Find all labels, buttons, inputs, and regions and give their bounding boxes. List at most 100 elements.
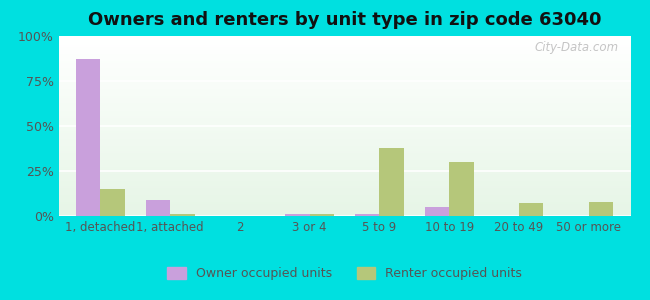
Bar [58, 65, 630, 66]
Bar [58, 60, 630, 61]
Bar [58, 122, 630, 123]
Bar [355, 214, 380, 216]
Bar [58, 56, 630, 57]
Bar [58, 128, 630, 129]
Bar [58, 192, 630, 193]
Bar [58, 149, 630, 150]
Bar [58, 87, 630, 88]
Bar [58, 164, 630, 165]
Bar [58, 39, 630, 40]
Bar [58, 162, 630, 163]
Bar [58, 189, 630, 190]
Bar [58, 89, 630, 90]
Bar [58, 148, 630, 149]
Bar [58, 124, 630, 125]
Bar [58, 195, 630, 196]
Bar [58, 156, 630, 157]
Bar [519, 203, 543, 216]
Bar [58, 171, 630, 172]
Bar [58, 165, 630, 166]
Bar [58, 175, 630, 176]
Bar [58, 85, 630, 86]
Bar [58, 154, 630, 155]
Text: City-Data.com: City-Data.com [535, 41, 619, 54]
Bar [58, 51, 630, 52]
Bar [58, 121, 630, 122]
Bar [58, 132, 630, 133]
Bar [58, 99, 630, 100]
Bar [58, 180, 630, 181]
Bar [58, 123, 630, 124]
Bar [58, 143, 630, 144]
Bar [58, 186, 630, 187]
Bar [58, 181, 630, 182]
Bar [58, 100, 630, 101]
Bar [58, 114, 630, 115]
Bar [58, 91, 630, 92]
Bar [58, 98, 630, 99]
Bar [58, 188, 630, 189]
Bar [58, 173, 630, 174]
Bar [58, 131, 630, 132]
Bar [58, 127, 630, 128]
Bar [58, 185, 630, 186]
Bar [58, 211, 630, 212]
Bar [58, 77, 630, 78]
Bar [58, 85, 630, 86]
Bar [58, 184, 630, 185]
Bar [58, 126, 630, 127]
Bar [58, 157, 630, 158]
Bar [58, 69, 630, 70]
Bar [58, 160, 630, 161]
Bar [58, 151, 630, 152]
Bar [58, 59, 630, 60]
Bar [58, 102, 630, 103]
Bar [58, 183, 630, 184]
Bar [58, 43, 630, 44]
Bar [58, 169, 630, 170]
Bar [58, 52, 630, 53]
Bar [58, 41, 630, 42]
Bar [58, 74, 630, 75]
Bar [58, 80, 630, 81]
Bar [58, 57, 630, 58]
Bar [58, 125, 630, 126]
Title: Owners and renters by unit type in zip code 63040: Owners and renters by unit type in zip c… [88, 11, 601, 29]
Bar [58, 95, 630, 96]
Bar [58, 50, 630, 51]
Bar [58, 64, 630, 65]
Bar [58, 97, 630, 98]
Bar [58, 113, 630, 114]
Bar [58, 96, 630, 97]
Bar [58, 177, 630, 178]
Bar [58, 158, 630, 159]
Bar [58, 198, 630, 199]
Bar [58, 144, 630, 145]
Bar [58, 155, 630, 156]
Bar [58, 135, 630, 136]
Bar [58, 141, 630, 142]
Bar [58, 163, 630, 164]
Bar [58, 119, 630, 120]
Legend: Owner occupied units, Renter occupied units: Owner occupied units, Renter occupied un… [162, 262, 527, 285]
Bar [58, 55, 630, 56]
Bar [58, 93, 630, 94]
Bar [58, 115, 630, 116]
Bar [58, 101, 630, 102]
Bar [58, 84, 630, 85]
Bar [58, 44, 630, 45]
Bar [58, 168, 630, 169]
Bar [58, 68, 630, 69]
Bar [58, 67, 630, 68]
Bar [58, 37, 630, 38]
Bar [58, 142, 630, 143]
Bar [100, 189, 125, 216]
Bar [58, 120, 630, 121]
Bar [58, 202, 630, 203]
Bar [58, 38, 630, 39]
Bar [309, 214, 334, 216]
Bar [58, 48, 630, 49]
Bar [58, 133, 630, 134]
Bar [58, 76, 630, 77]
Bar [58, 61, 630, 62]
